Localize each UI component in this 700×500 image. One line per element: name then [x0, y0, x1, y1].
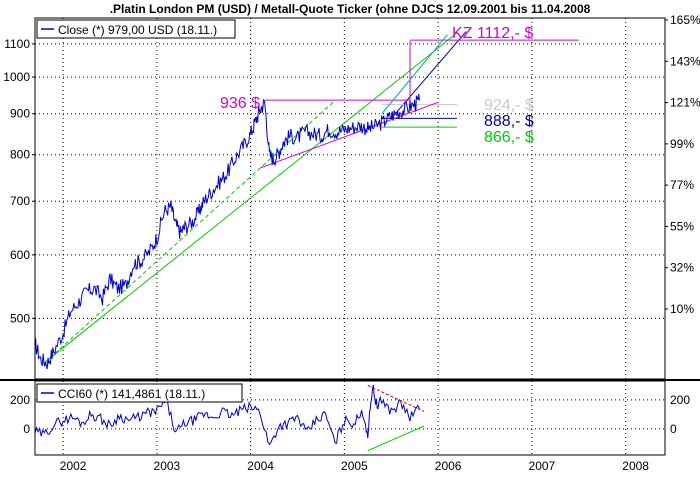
- main-y-tick-labels: 500 600 700 800 900 1000 1100 165% 143% 121% 99% 77…: [3, 13, 700, 325]
- pct-tick-label: 165%: [670, 13, 700, 27]
- x-tick-label: 2007: [529, 459, 556, 473]
- pct-tick-label: 55%: [670, 219, 694, 233]
- x-tick-label: 2005: [341, 459, 368, 473]
- pct-tick-label: 77%: [670, 178, 694, 192]
- annotation-924: 924,- $: [484, 97, 534, 114]
- y-tick-label: 900: [10, 107, 30, 121]
- main-grid: [35, 18, 665, 379]
- ind-y-tick-label-right: 200: [670, 393, 690, 407]
- series-line-cci: [34, 384, 420, 446]
- pct-tick-label: 32%: [670, 261, 694, 275]
- ind-y-tick-label: 200: [10, 393, 30, 407]
- close-series: [34, 93, 420, 370]
- y-tick-label: 600: [10, 248, 30, 262]
- legend-close-label: Close (*) 979,00 USD (18.11.): [58, 23, 217, 37]
- indicator-legend: CCI60 (*) 141,4861 (18.11.): [36, 383, 243, 403]
- x-tick-labels: 2002 2003 2004 2005 2006 2007 2008: [60, 459, 650, 473]
- annotation-888: 888,- $: [484, 113, 534, 130]
- trendline-green-dashed: [44, 100, 336, 364]
- pct-tick-label: 10%: [670, 302, 694, 316]
- y-tick-label: 700: [10, 194, 30, 208]
- trendline-teal: [381, 34, 448, 115]
- x-tick-label: 2003: [154, 459, 181, 473]
- pct-tick-label: 121%: [670, 96, 700, 110]
- y-tick-label: 500: [10, 311, 30, 325]
- x-tick-label: 2006: [435, 459, 462, 473]
- legend-cci-label: CCI60 (*) 141,4861 (18.11.): [58, 387, 205, 401]
- ind-y-tick-label-right: 0: [670, 422, 677, 436]
- series-line-close: [34, 93, 420, 370]
- annotation-kz-1112: KZ 1112,- $: [452, 25, 533, 42]
- cci-series: [34, 384, 425, 452]
- annotation-936: 936 $: [220, 95, 260, 112]
- cci-trendline-green: [367, 425, 425, 452]
- main-plot-area: [34, 17, 666, 380]
- trendline-navy: [390, 31, 467, 119]
- ind-y-tick-label: 0: [23, 422, 30, 436]
- indicator-y-tick-labels: 0 0 200 200: [10, 393, 690, 436]
- pct-tick-label: 99%: [670, 137, 694, 151]
- chart-title: .Platin London PM (USD) / Metall-Quote T…: [110, 2, 591, 16]
- x-tick-label: 2004: [247, 459, 274, 473]
- trendline-green-long: [44, 32, 458, 364]
- y-tick-label: 1000: [3, 70, 30, 84]
- trendline-magenta: [259, 101, 439, 169]
- x-tick-label: 2008: [622, 459, 649, 473]
- pct-tick-label: 143%: [670, 54, 700, 68]
- y-tick-label: 800: [10, 148, 30, 162]
- cci-trendline-red: [367, 384, 425, 412]
- annotation-866: 866,- $: [484, 129, 534, 146]
- y-tick-label: 1100: [4, 37, 30, 51]
- x-tick-label: 2002: [60, 459, 87, 473]
- main-legend: Close (*) 979,00 USD (18.11.): [36, 19, 236, 39]
- trend-lines: [44, 31, 579, 364]
